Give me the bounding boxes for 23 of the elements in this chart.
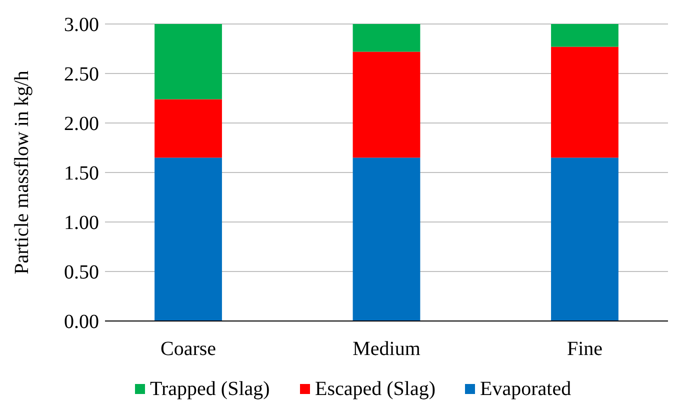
y-tick-label: 1.50	[64, 162, 99, 184]
bar	[551, 24, 618, 47]
bar	[154, 24, 222, 100]
y-tick-label: 0.00	[64, 311, 99, 333]
y-tick-label: 1.00	[64, 212, 99, 234]
bar	[352, 24, 420, 52]
x-tick-label: Medium	[352, 338, 421, 360]
bar	[352, 52, 420, 158]
legend-label: Trapped (Slag)	[150, 378, 270, 400]
legend-label: Evaporated	[480, 378, 572, 400]
y-tick-label: 2.50	[64, 64, 99, 86]
y-tick-label: 2.00	[64, 113, 99, 135]
bar	[154, 99, 222, 158]
y-axis-title: Particle massflow in kg/h	[11, 70, 33, 274]
x-tick-label: Coarse	[160, 338, 216, 360]
bar	[551, 158, 618, 321]
bar	[551, 46, 618, 158]
legend-label: Escaped (Slag)	[315, 378, 436, 400]
y-tick-label: 0.50	[64, 262, 99, 284]
x-tick-label: Fine	[566, 338, 603, 360]
bar	[154, 158, 222, 321]
y-tick-label: 3.00	[64, 14, 99, 36]
bar	[352, 158, 420, 321]
